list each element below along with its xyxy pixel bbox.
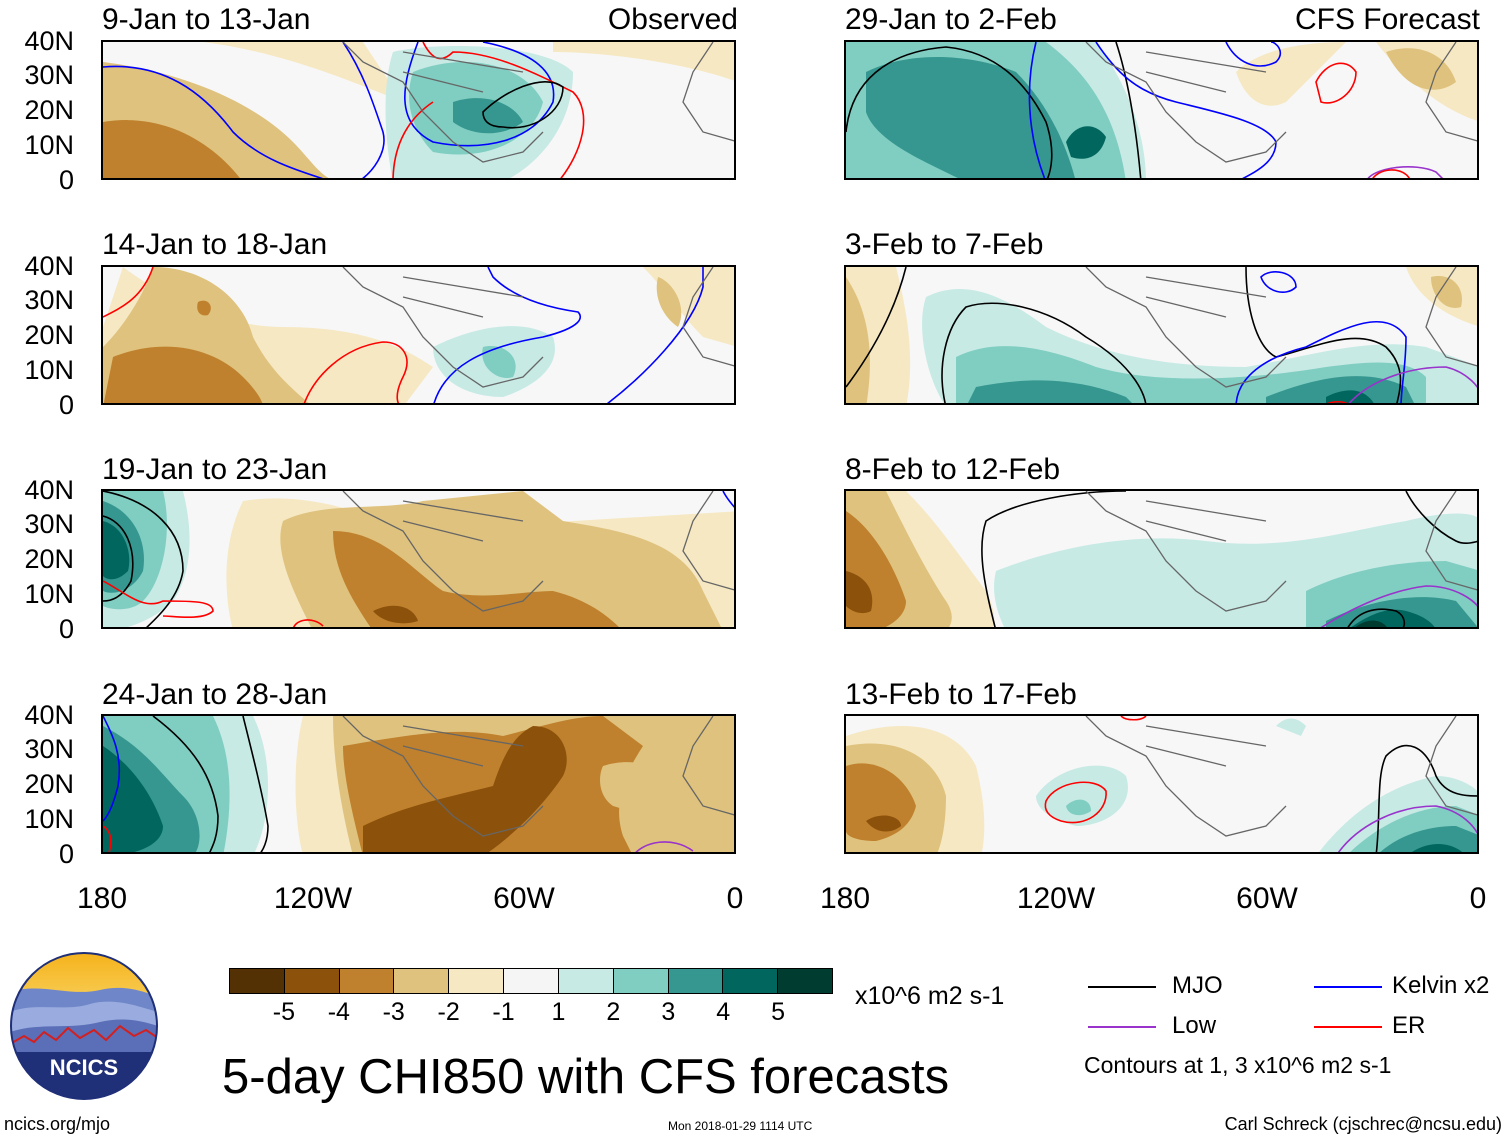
colorbar-swatch [667,969,723,993]
lat-label: 0 [58,614,74,644]
lon-label: 180 [76,882,128,915]
map-panel [101,489,736,629]
colorbar-tick-label: -4 [327,998,350,1026]
lon-label: 0 [726,882,744,915]
map-panel [101,265,736,405]
map-panel [844,714,1479,854]
lon-label: 120W [1016,882,1096,915]
colorbar-swatch [338,969,394,993]
colorbar-swatch [722,969,778,993]
panel-title: 3-Feb to 7-Feb [845,228,1044,261]
lat-label: 20N [24,95,74,125]
legend-low-label: Low [1172,1012,1217,1039]
map-panel [101,714,736,854]
lat-label: 10N [24,804,74,834]
colorbar-tick-label: -5 [272,998,296,1026]
logo-text: NCICS [49,1055,119,1080]
lat-label: 20N [24,320,74,350]
map-panel [844,40,1479,180]
panel-title: 29-Jan to 2-Feb [845,3,1057,36]
legend-mjo-label: MJO [1172,972,1223,999]
lat-label: 40N [24,26,74,56]
lat-label: 30N [24,509,74,539]
lat-label: 20N [24,544,74,574]
colorbar-units: x10^6 m2 s-1 [855,982,1005,1010]
page-title: 5-day CHI850 with CFS forecasts [222,1050,950,1104]
colorbar [229,968,833,994]
legend-mjo-line [1088,986,1156,988]
colorbar-swatch [503,969,558,993]
panel-title: 24-Jan to 28-Jan [102,678,328,711]
panel-title: 8-Feb to 12-Feb [845,453,1061,486]
legend-low-line [1088,1026,1156,1028]
colorbar-swatch [557,969,613,993]
colorbar-swatch [283,969,339,993]
lat-label: 10N [24,579,74,609]
legend-er-line [1314,1026,1382,1028]
ncics-logo: NCICS [10,952,158,1100]
lon-label: 0 [1469,882,1487,915]
colorbar-swatch [612,969,668,993]
lat-label: 40N [24,475,74,505]
lat-label: 30N [24,734,74,764]
panel-title: 19-Jan to 23-Jan [102,453,328,486]
panel-title: 9-Jan to 13-Jan [102,3,311,36]
panel-title: 14-Jan to 18-Jan [102,228,328,261]
colorbar-tick-label: -2 [437,998,460,1026]
lon-label: 60W [1236,882,1298,915]
legend-kelvin-label: Kelvin x2 [1392,972,1490,999]
lat-label: 10N [24,355,74,385]
map-panel [844,265,1479,405]
observed-label: Observed [607,3,738,36]
map-panel [844,489,1479,629]
colorbar-swatch [448,969,504,993]
forecast-label: CFS Forecast [1294,3,1480,36]
lat-label: 0 [58,839,74,869]
colorbar-tick-label: 2 [606,998,621,1026]
colorbar-swatch [777,969,832,993]
colorbar-swatch [393,969,449,993]
colorbar-tick-label: 5 [771,998,786,1026]
lon-label: 60W [493,882,555,915]
colorbar-swatch [230,969,284,993]
legend-er-label: ER [1392,1012,1426,1039]
lat-label: 0 [58,390,74,420]
map-panel [101,40,736,180]
footer-url: ncics.org/mjo [4,1114,111,1134]
panel-title: 13-Feb to 17-Feb [845,678,1077,711]
lat-label: 10N [24,130,74,160]
legend-kelvin-line [1314,986,1382,988]
colorbar-tick-label: 4 [716,998,731,1026]
lon-label: 120W [273,882,353,915]
footer-timestamp: Mon 2018-01-29 1114 UTC [668,1119,813,1133]
footer-author: Carl Schreck (cjschrec@ncsu.edu) [1224,1114,1502,1134]
lat-label: 30N [24,285,74,315]
lat-label: 30N [24,60,74,90]
lat-label: 20N [24,769,74,799]
lat-label: 40N [24,700,74,730]
colorbar-tick-label: 3 [661,998,676,1026]
colorbar-tick-label: -1 [492,998,515,1026]
legend-contours-note: Contours at 1, 3 x10^6 m2 s-1 [1084,1052,1392,1078]
lat-label: 40N [24,251,74,281]
logo-icon [10,952,158,1100]
colorbar-tick-label: -3 [382,998,405,1026]
lon-label: 180 [819,882,871,915]
lat-label: 0 [58,165,74,195]
colorbar-tick-label: 1 [551,998,566,1026]
